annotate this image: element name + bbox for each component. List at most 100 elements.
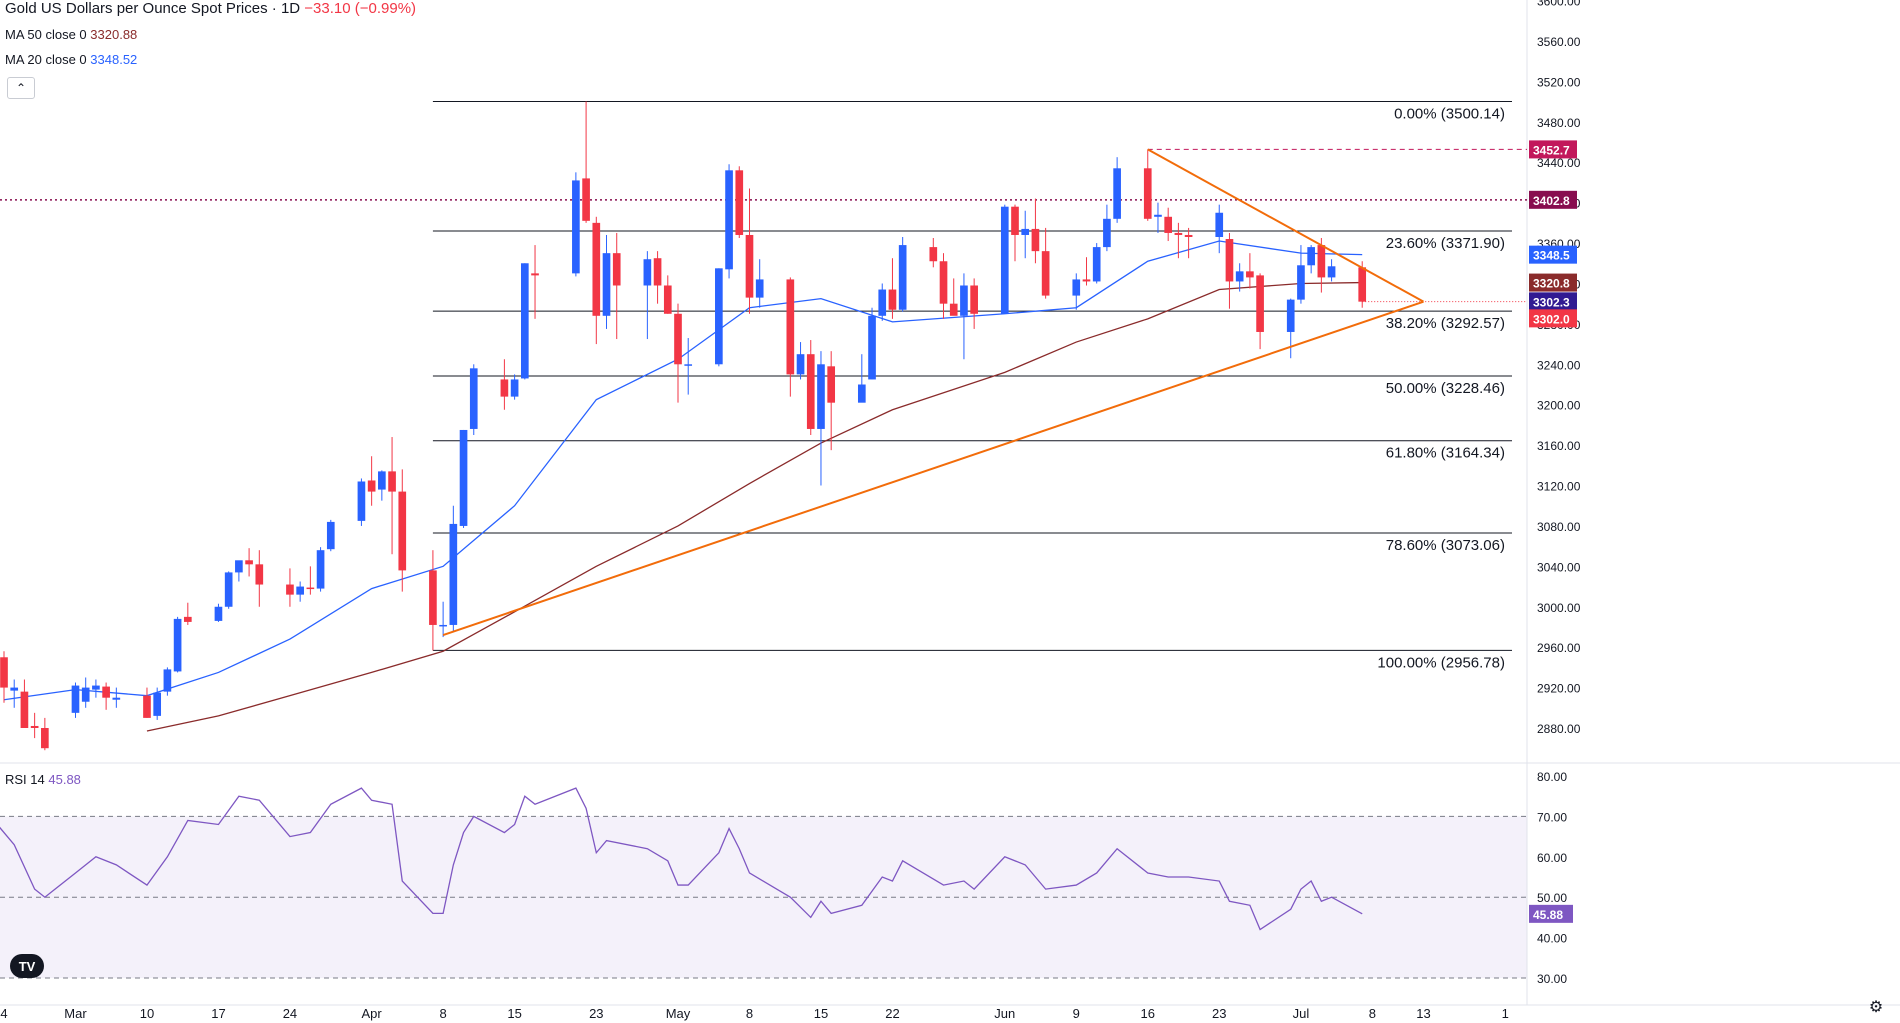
candle-body: [898, 245, 907, 310]
candle: [745, 188, 754, 314]
fib-level-label: 50.00% (3228.46): [1386, 380, 1505, 397]
candle: [81, 677, 90, 708]
x-tick-label: 23: [1212, 1006, 1226, 1021]
candle: [286, 568, 294, 607]
candle-body: [827, 366, 836, 403]
candle-body: [0, 657, 8, 688]
x-tick-label: 4: [0, 1006, 7, 1021]
candle-body: [286, 584, 294, 595]
candle-body: [674, 313, 682, 365]
x-tick-label: 9: [1073, 1006, 1080, 1021]
y-tick-label: 3600.00: [1537, 0, 1581, 9]
candle-body: [439, 624, 447, 627]
candle: [112, 687, 121, 708]
candle-body: [970, 285, 978, 314]
candle-body: [1113, 168, 1121, 219]
rsi-tick-label: 50.00: [1537, 891, 1567, 905]
candle: [1286, 298, 1295, 359]
candle: [1297, 245, 1305, 304]
legend-ma50[interactable]: MA 50 close 0 3320.88: [5, 27, 137, 42]
fib-level-label: 61.80% (3164.34): [1386, 445, 1505, 462]
price-label-text: 3402.8: [1533, 194, 1570, 208]
x-tick-label: May: [666, 1006, 691, 1021]
candle-body: [173, 618, 182, 672]
candle: [245, 548, 253, 577]
candle-body: [715, 268, 723, 365]
candle-body: [357, 481, 366, 521]
candle-body: [71, 685, 80, 713]
candle-body: [1317, 245, 1326, 278]
tradingview-logo-icon[interactable]: TV: [10, 954, 44, 978]
candle-body: [1174, 232, 1183, 235]
fib-level-label: 38.20% (3292.57): [1386, 315, 1505, 332]
candle-body: [449, 523, 458, 625]
candle-body: [612, 253, 621, 286]
candle: [1164, 207, 1173, 242]
candle-body: [459, 429, 468, 526]
candle-body: [786, 279, 795, 375]
candle: [725, 164, 733, 279]
candle-body: [1184, 234, 1193, 237]
candle-body: [1215, 212, 1224, 237]
candle: [510, 374, 519, 400]
candle: [1143, 149, 1152, 221]
price-label-text: 3452.7: [1533, 143, 1570, 157]
candle: [929, 238, 938, 268]
rsi-value-box: [1529, 904, 1573, 923]
candle: [500, 359, 509, 410]
candle: [520, 263, 529, 380]
candle: [960, 273, 968, 360]
candle-body: [806, 354, 815, 429]
collapse-legend-button[interactable]: ⌃: [7, 77, 35, 99]
candle-body: [582, 178, 590, 221]
rsi-line: [0, 787, 1363, 931]
candle-body: [112, 697, 121, 700]
candle: [1154, 202, 1162, 233]
rsi-tick-label: 70.00: [1537, 810, 1567, 824]
candle-body: [367, 480, 376, 492]
gear-icon[interactable]: ⚙: [1868, 999, 1884, 1016]
x-tick-label: 8: [746, 1006, 753, 1021]
legend-ma20[interactable]: MA 20 close 0 3348.52: [5, 52, 137, 67]
candle-body: [1103, 218, 1111, 248]
candle: [1174, 222, 1183, 259]
x-tick-label: 22: [885, 1006, 899, 1021]
candle-body: [1297, 265, 1305, 300]
candle-body: [510, 379, 519, 397]
y-tick-label: 2960.00: [1537, 641, 1581, 655]
candle: [235, 560, 243, 582]
candle-body: [1164, 216, 1173, 233]
candle: [30, 712, 39, 739]
candle-body: [326, 521, 335, 550]
candle-body: [878, 289, 887, 316]
candle-body: [429, 570, 437, 625]
rsi-tick-label: 40.00: [1537, 932, 1567, 946]
candle: [939, 253, 948, 319]
candle: [531, 245, 539, 319]
x-tick-label: Apr: [362, 1006, 383, 1021]
x-tick-label: Jul: [1293, 1006, 1310, 1021]
rsi-tick-label: 80.00: [1537, 770, 1567, 784]
candle-body: [224, 572, 233, 607]
candle-body: [245, 560, 253, 565]
ma50-value: 3320.88: [90, 27, 138, 42]
x-tick-label: Jun: [994, 1006, 1015, 1021]
candle: [868, 307, 876, 380]
price-label-box: [1529, 140, 1577, 159]
candle: [1041, 227, 1050, 299]
candle-body: [1225, 239, 1234, 282]
x-tick-label: 1: [1502, 1006, 1509, 1021]
candle: [71, 682, 80, 718]
candle: [786, 277, 795, 397]
candle-body: [500, 379, 509, 397]
candle: [1021, 210, 1030, 259]
candle: [592, 216, 601, 345]
y-tick-label: 3560.00: [1537, 35, 1581, 49]
candle-body: [929, 247, 938, 262]
candle-body: [1256, 275, 1264, 332]
candle: [663, 275, 672, 314]
legend-rsi[interactable]: RSI 14 45.88: [5, 772, 81, 787]
candle-body: [796, 354, 805, 375]
candle-body: [1000, 206, 1009, 314]
